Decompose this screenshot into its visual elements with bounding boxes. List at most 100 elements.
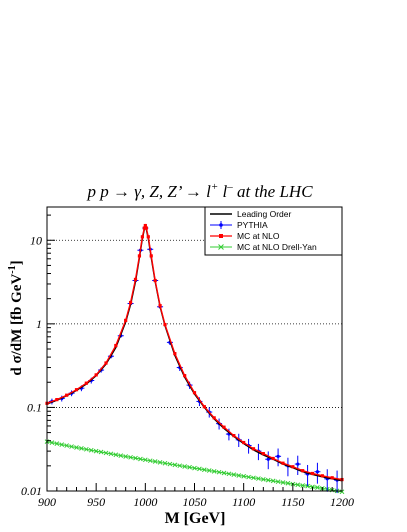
drell-yan-marker: [79, 446, 84, 451]
marker-stroke: [216, 469, 222, 475]
marker-stroke: [231, 472, 237, 477]
title-part: l: [218, 182, 227, 201]
marker-stroke: [177, 463, 183, 469]
drell-yan-marker: [128, 454, 133, 460]
legend-label: MC at NLO: [237, 231, 280, 241]
y-axis-label-close: ]: [9, 260, 25, 265]
marker-stroke: [310, 484, 315, 490]
mc-at-nlo-marker: [232, 434, 236, 438]
drell-yan-marker: [236, 473, 242, 478]
mc-at-nlo-marker: [202, 405, 206, 409]
mc-at-nlo-marker: [94, 373, 98, 377]
drell-yan-marker: [93, 448, 99, 454]
marker-stroke: [69, 444, 74, 449]
mc-at-nlo-marker: [153, 278, 157, 283]
marker-stroke: [108, 451, 114, 457]
drell-yan-marker: [201, 467, 207, 473]
mc-at-nlo-marker: [128, 300, 133, 305]
drell-yan-marker: [162, 460, 168, 466]
drell-yan-marker: [123, 454, 129, 459]
drell-yan-marker: [142, 457, 148, 463]
drell-yan-marker: [69, 444, 74, 449]
mc-at-nlo-marker: [158, 304, 162, 308]
drell-yan-marker: [265, 477, 271, 483]
drell-yan-marker: [285, 480, 291, 486]
mc-at-nlo-marker: [144, 226, 148, 230]
pythia-point: [314, 462, 321, 484]
drell-yan-marker: [310, 484, 315, 490]
drell-yan-marker: [251, 475, 256, 481]
marker-stroke: [315, 485, 320, 490]
pythia-point: [294, 455, 301, 475]
marker-stroke: [128, 454, 133, 460]
mc-at-nlo-marker: [65, 393, 69, 397]
y-tick-label: 10: [30, 233, 42, 247]
mc-at-nlo-marker: [133, 277, 138, 282]
legend-swatch-marker: [219, 223, 223, 227]
plot-frame: [46, 206, 343, 492]
drell-yan-marker: [206, 468, 212, 473]
marker-stroke: [79, 446, 84, 451]
marker-stroke: [103, 450, 109, 456]
pythia-point: [275, 448, 282, 467]
grid-layer: [47, 239, 342, 408]
drell-yan-marker: [260, 476, 266, 482]
drell-yan-marker: [270, 478, 276, 484]
marker-stroke: [142, 457, 148, 463]
marker-stroke: [300, 483, 306, 488]
marker-stroke: [88, 447, 94, 453]
drell-yan-marker: [118, 453, 124, 458]
drell-yan-marker: [167, 461, 173, 467]
marker-stroke: [54, 441, 60, 446]
marker-stroke: [74, 445, 79, 450]
mc-at-nlo-marker: [281, 461, 285, 465]
marker-stroke: [251, 475, 256, 481]
marker-stroke: [182, 464, 188, 469]
marker-stroke: [83, 446, 89, 452]
marker-stroke: [93, 448, 99, 454]
drell-yan-marker: [339, 489, 345, 495]
title-sup: +: [211, 181, 218, 193]
mc-at-nlo-marker: [183, 374, 187, 378]
marker-stroke: [275, 479, 281, 485]
drell-yan-marker: [108, 451, 114, 457]
pythia-point: [265, 451, 272, 470]
drell-yan-marker: [103, 450, 109, 456]
chart-title: p p → γ, Z, Z’ → l+ l– at the LHC: [86, 181, 313, 201]
drell-yan-marker: [152, 459, 158, 464]
drell-yan-marker: [221, 470, 227, 476]
marker-stroke: [211, 468, 217, 474]
marker-stroke: [201, 467, 207, 473]
drell-yan-marker: [231, 472, 237, 477]
y-tick-label: 0.01: [21, 484, 42, 498]
marker-stroke: [98, 449, 104, 455]
drell-yan-marker: [295, 482, 301, 488]
drell-yan-marker: [49, 440, 55, 445]
mc-at-nlo-marker: [173, 352, 177, 356]
drell-yan-marker: [241, 473, 247, 479]
pythia-marker: [276, 454, 280, 458]
legend-entry: MC at NLO Drell-Yan: [210, 242, 317, 252]
mc-at-nlo-marker: [74, 388, 79, 392]
drell-yan-marker: [54, 441, 60, 446]
mc-at-nlo-marker: [84, 381, 88, 385]
drell-yan-marker: [256, 476, 261, 481]
title-sup: –: [226, 181, 233, 193]
marker-stroke: [192, 465, 197, 471]
drell-yan-marker: [300, 483, 306, 488]
mc-at-nlo-marker: [114, 343, 118, 348]
drell-yan-marker: [113, 452, 119, 458]
x-tick-label: 900: [38, 495, 56, 509]
drell-yan-marker: [280, 480, 286, 485]
mc-at-nlo-marker: [271, 456, 275, 461]
drell-yan-marker: [192, 465, 197, 471]
marker-stroke: [197, 466, 202, 472]
x-tick-label: 1100: [232, 495, 255, 509]
drell-yan-marker: [182, 464, 188, 469]
mc-at-nlo-marker: [251, 447, 256, 451]
drell-yan-marker: [226, 471, 232, 477]
